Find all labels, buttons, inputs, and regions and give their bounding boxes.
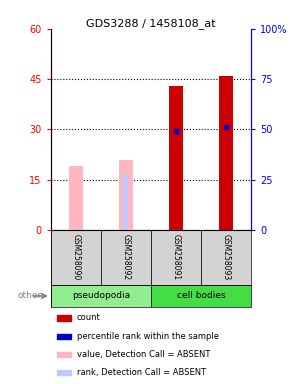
Title: GDS3288 / 1458108_at: GDS3288 / 1458108_at [86,18,215,29]
Bar [219,76,233,230]
Bar [51,285,151,307]
Bar [57,334,71,339]
Bar [151,230,201,285]
Text: GSM258090: GSM258090 [71,234,80,281]
Text: percentile rank within the sample: percentile rank within the sample [77,332,219,341]
Text: GSM258092: GSM258092 [121,235,130,281]
Bar [169,86,183,230]
Text: rank, Detection Call = ABSENT: rank, Detection Call = ABSENT [77,368,206,377]
Bar [51,230,101,285]
Text: pseudopodia: pseudopodia [72,291,130,300]
Bar [119,160,133,230]
Bar [101,230,151,285]
Bar [57,315,71,321]
Text: GSM258091: GSM258091 [171,235,180,281]
Bar [201,230,251,285]
Bar [69,166,83,230]
Text: value, Detection Call = ABSENT: value, Detection Call = ABSENT [77,350,210,359]
Bar [57,370,71,376]
Text: count: count [77,313,101,323]
Bar [57,352,71,357]
Text: other: other [18,291,42,300]
Text: GSM258093: GSM258093 [221,234,230,281]
Bar [151,285,251,307]
Text: cell bodies: cell bodies [177,291,225,300]
Bar [123,174,128,230]
